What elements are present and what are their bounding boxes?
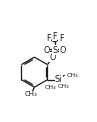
Text: O: O — [60, 46, 66, 55]
Text: CH₃: CH₃ — [45, 85, 56, 90]
Text: CH₃: CH₃ — [57, 84, 69, 89]
Text: Si: Si — [55, 75, 62, 84]
Text: F: F — [59, 34, 63, 43]
Text: F: F — [46, 34, 51, 43]
Text: CH₃: CH₃ — [25, 92, 37, 97]
Text: S: S — [52, 46, 57, 55]
Text: F: F — [52, 32, 57, 41]
Text: CH₃: CH₃ — [67, 72, 78, 77]
Text: O: O — [43, 46, 50, 55]
Text: O: O — [50, 53, 56, 62]
